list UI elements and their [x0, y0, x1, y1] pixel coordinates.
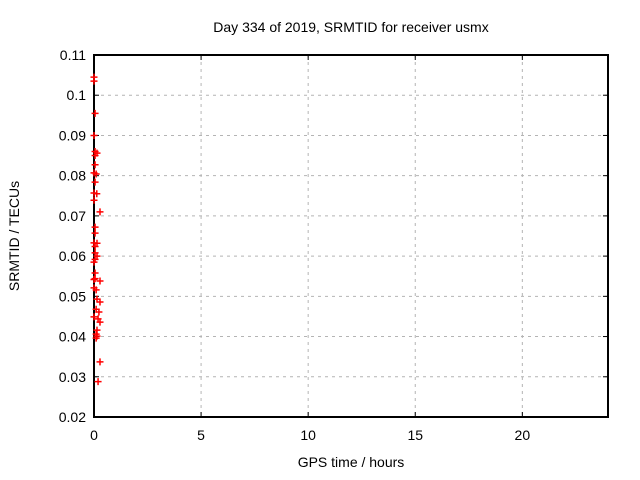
data-point-marker [93, 190, 101, 198]
data-point-marker [96, 318, 104, 326]
data-point-marker [95, 308, 103, 316]
y-tick-label: 0.06 [59, 248, 86, 264]
x-tick-label: 10 [300, 427, 316, 443]
x-tick-label: 5 [197, 427, 205, 443]
data-point-marker [92, 286, 100, 294]
data-point-marker [91, 275, 99, 283]
y-tick-label: 0.08 [59, 168, 86, 184]
data-point-marker [91, 161, 99, 169]
data-point-marker [91, 242, 99, 250]
data-point-marker [93, 326, 101, 334]
data-point-marker [90, 131, 98, 139]
data-point-marker [90, 313, 98, 321]
chart-title: Day 334 of 2019, SRMTID for receiver usm… [213, 19, 489, 35]
x-tick-label: 20 [515, 427, 531, 443]
data-point-marker [96, 277, 104, 285]
y-tick-label: 0.03 [59, 369, 86, 385]
x-tick-label: 0 [90, 427, 98, 443]
y-tick-label: 0.09 [59, 127, 86, 143]
y-tick-label: 0.07 [59, 208, 86, 224]
data-point-marker [92, 334, 100, 342]
data-point-marker [92, 170, 100, 178]
data-point-marker [94, 378, 102, 386]
data-point-marker [91, 152, 99, 160]
y-tick-label: 0.05 [59, 288, 86, 304]
x-axis-label: GPS time / hours [297, 454, 405, 470]
data-point-marker [91, 223, 99, 231]
data-point-marker [96, 208, 104, 216]
y-tick-label: 0.11 [60, 47, 86, 63]
y-tick-label: 0.02 [59, 409, 86, 425]
data-point-marker [91, 109, 99, 117]
x-tick-label: 15 [407, 427, 423, 443]
data-point-marker [90, 196, 98, 204]
data-point-marker [96, 358, 104, 366]
data-point-marker [91, 229, 99, 237]
data-point-marker [90, 258, 98, 266]
data-point-marker [96, 298, 104, 306]
y-tick-label: 0.04 [59, 329, 86, 345]
y-tick-label: 0.1 [67, 87, 87, 103]
data-point-marker [90, 77, 98, 85]
data-point-marker [91, 178, 99, 186]
plot-border [93, 54, 609, 418]
data-point-marker [90, 275, 98, 283]
